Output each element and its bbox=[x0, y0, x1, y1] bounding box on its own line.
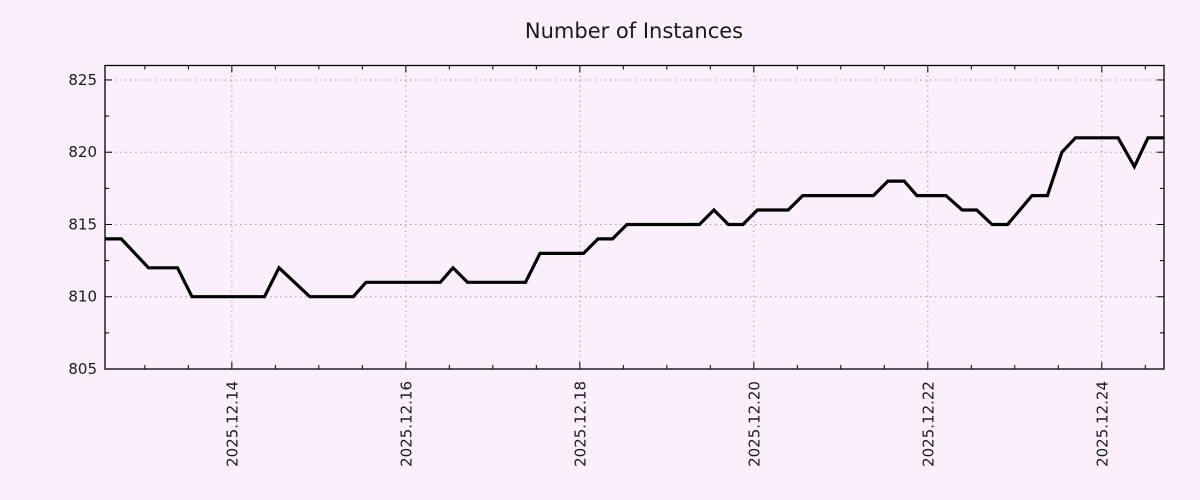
chart-title: Number of Instances bbox=[525, 19, 743, 43]
plot-border bbox=[104, 64, 1165, 370]
y-tick-label: 820 bbox=[68, 143, 97, 161]
x-tick-label: 2025.12.18 bbox=[572, 381, 590, 467]
series-line-instances bbox=[105, 136, 1164, 299]
axes-and-ticks bbox=[104, 64, 1165, 370]
x-tick-label: 2025.12.14 bbox=[224, 381, 242, 467]
data-series bbox=[105, 136, 1164, 299]
x-tick-label: 2025.12.20 bbox=[746, 381, 764, 467]
y-tick-label: 825 bbox=[68, 71, 97, 89]
x-tick-label: 2025.12.16 bbox=[398, 381, 416, 467]
y-tick-label: 810 bbox=[68, 288, 97, 306]
x-tick-label: 2025.12.22 bbox=[919, 381, 937, 467]
y-tick-label: 815 bbox=[68, 215, 97, 233]
y-tick-label: 805 bbox=[68, 360, 97, 378]
tick-labels: 805 810 815 820 825 2025.12.14 2025.12.16 2025.… bbox=[68, 71, 1111, 467]
x-tick-label: 2025.12.24 bbox=[1093, 381, 1111, 467]
